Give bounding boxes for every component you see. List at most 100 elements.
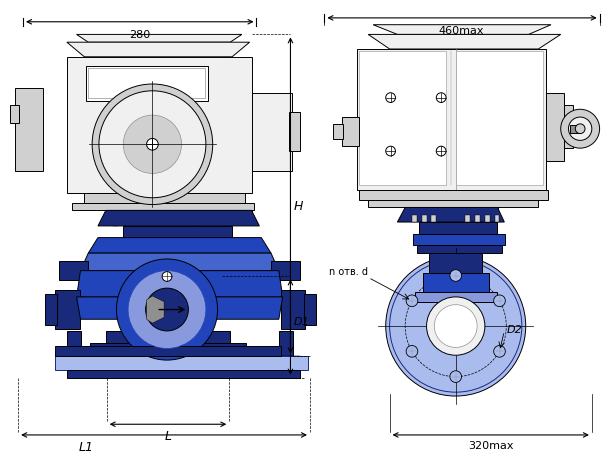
Bar (72, 203, 254, 211)
Bar (289, 113, 300, 152)
Bar (251, 94, 292, 171)
Bar (15, 89, 42, 171)
Text: L: L (164, 429, 172, 442)
Bar (55, 356, 308, 370)
Circle shape (390, 260, 522, 392)
Bar (194, 219, 200, 227)
Circle shape (406, 295, 418, 307)
Bar (216, 219, 221, 227)
Polygon shape (397, 208, 504, 222)
Circle shape (147, 139, 158, 151)
Bar (415, 293, 497, 302)
Polygon shape (368, 35, 561, 50)
Bar (359, 191, 548, 200)
Bar (134, 219, 140, 227)
Bar (546, 94, 563, 162)
Bar (304, 294, 316, 325)
Polygon shape (77, 35, 242, 43)
Bar (106, 331, 230, 343)
Polygon shape (77, 297, 283, 319)
Circle shape (450, 270, 462, 282)
Bar (55, 290, 80, 329)
Bar (475, 216, 480, 222)
Bar (59, 261, 88, 281)
Text: n отв. d: n отв. d (329, 266, 368, 276)
Text: L1: L1 (79, 440, 94, 453)
Bar (413, 234, 505, 246)
Bar (279, 331, 294, 356)
Circle shape (386, 94, 395, 103)
Circle shape (561, 110, 600, 149)
Text: D2: D2 (506, 324, 522, 334)
Bar (123, 219, 129, 227)
Bar (485, 216, 490, 222)
Circle shape (427, 297, 485, 355)
Bar (368, 200, 538, 208)
Bar (67, 58, 251, 193)
Bar (428, 253, 482, 273)
Circle shape (436, 94, 446, 103)
Bar (281, 290, 305, 329)
Bar (405, 208, 498, 216)
Polygon shape (80, 253, 279, 271)
Circle shape (568, 118, 592, 141)
Polygon shape (98, 211, 259, 227)
Bar (183, 219, 189, 227)
Circle shape (435, 305, 477, 348)
Circle shape (99, 91, 206, 198)
Bar (55, 347, 281, 356)
Bar (419, 222, 497, 234)
Bar (495, 216, 500, 222)
Bar (90, 343, 246, 357)
Bar (85, 193, 245, 203)
Circle shape (576, 125, 585, 134)
Bar (423, 273, 489, 293)
Circle shape (493, 346, 505, 357)
Text: H: H (294, 200, 303, 213)
Circle shape (123, 116, 181, 174)
Bar (357, 50, 546, 191)
Bar (563, 106, 573, 149)
Bar (106, 211, 251, 219)
Text: 280: 280 (129, 30, 150, 40)
Circle shape (436, 147, 446, 157)
Bar (333, 125, 343, 140)
Polygon shape (67, 43, 249, 58)
Bar (432, 216, 436, 222)
Circle shape (493, 295, 505, 307)
Circle shape (128, 271, 206, 349)
Circle shape (116, 259, 218, 360)
Bar (113, 219, 118, 227)
Bar (45, 294, 57, 325)
Bar (359, 52, 446, 186)
Bar (422, 216, 427, 222)
Polygon shape (373, 25, 551, 35)
Circle shape (386, 147, 395, 157)
Circle shape (406, 346, 418, 357)
Bar (205, 219, 211, 227)
Bar (342, 118, 359, 147)
Polygon shape (77, 271, 283, 297)
Circle shape (386, 257, 526, 396)
Bar (455, 52, 543, 186)
Bar (86, 67, 208, 101)
Circle shape (162, 272, 172, 282)
Polygon shape (88, 238, 271, 253)
Bar (135, 319, 201, 331)
Bar (417, 246, 503, 253)
Bar (67, 370, 300, 378)
Circle shape (92, 85, 213, 205)
Bar (226, 219, 232, 227)
Bar (465, 216, 470, 222)
Text: 460max: 460max (439, 25, 484, 35)
Bar (123, 227, 232, 238)
Bar (571, 126, 580, 133)
Bar (88, 69, 205, 98)
Text: 320max: 320max (468, 440, 514, 450)
Polygon shape (65, 356, 304, 370)
Bar (67, 331, 82, 356)
Circle shape (450, 371, 462, 383)
Polygon shape (147, 296, 164, 324)
Circle shape (146, 288, 188, 331)
Bar (271, 261, 300, 281)
